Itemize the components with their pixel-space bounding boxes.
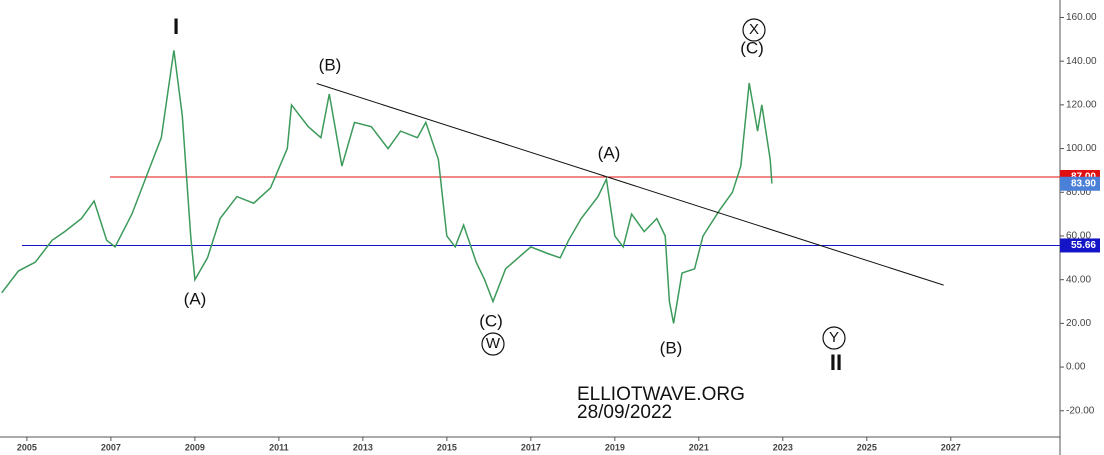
x-tick-label: 2005 (17, 442, 37, 452)
wave-label: Y (829, 329, 839, 346)
level-label: 55.66 (1071, 240, 1096, 251)
wave-label: 28/09/2022 (577, 402, 672, 423)
x-tick-label: 2009 (185, 442, 205, 452)
y-tick-label: 20.00 (1066, 318, 1091, 329)
x-tick-label: 2017 (521, 442, 541, 452)
y-tick-label: 160.00 (1066, 12, 1097, 23)
y-tick-label: 40.00 (1066, 274, 1091, 285)
wave-label: (C) (479, 311, 503, 330)
x-tick-label: 2007 (101, 442, 121, 452)
last-price-label: 83.90 (1071, 178, 1096, 189)
wave-label: II (830, 350, 842, 375)
price-line (1, 50, 773, 324)
x-tick-label: 2021 (689, 442, 709, 452)
wave-label: (A) (598, 143, 621, 162)
x-tick-label: 2023 (773, 442, 793, 452)
x-tick-label: 2011 (269, 442, 289, 452)
y-tick-label: 60.00 (1066, 231, 1091, 242)
wave-label: (B) (319, 55, 342, 74)
wave-circle (742, 18, 766, 42)
y-tick-label: 100.00 (1066, 143, 1097, 154)
wave-label: (C) (740, 38, 764, 57)
x-tick-label: 2027 (941, 442, 961, 452)
x-tick-label: 2019 (605, 442, 625, 452)
trend-line (316, 82, 944, 286)
wave-label: (B) (660, 338, 683, 357)
y-tick-label: -20.00 (1066, 405, 1095, 416)
wave-label: ELLIOTWAVE.ORG (577, 384, 745, 405)
y-tick-label: 80.00 (1066, 187, 1091, 198)
x-tick-label: 2015 (437, 442, 457, 452)
y-tick-label: 140.00 (1066, 56, 1097, 67)
wave-label: W (486, 335, 501, 352)
level-label-box (1060, 238, 1100, 253)
wave-label: X (749, 21, 759, 38)
x-tick-label: 2025 (857, 442, 877, 452)
wave-circle (822, 326, 846, 350)
x-tick-label: 2013 (353, 442, 373, 452)
y-tick-label: 120.00 (1066, 100, 1097, 111)
wave-circle (481, 332, 505, 356)
y-tick-label: 0.00 (1066, 362, 1086, 373)
wave-label: I (173, 14, 179, 39)
last-price-box (1060, 176, 1100, 191)
wave-label: (A) (184, 289, 207, 308)
